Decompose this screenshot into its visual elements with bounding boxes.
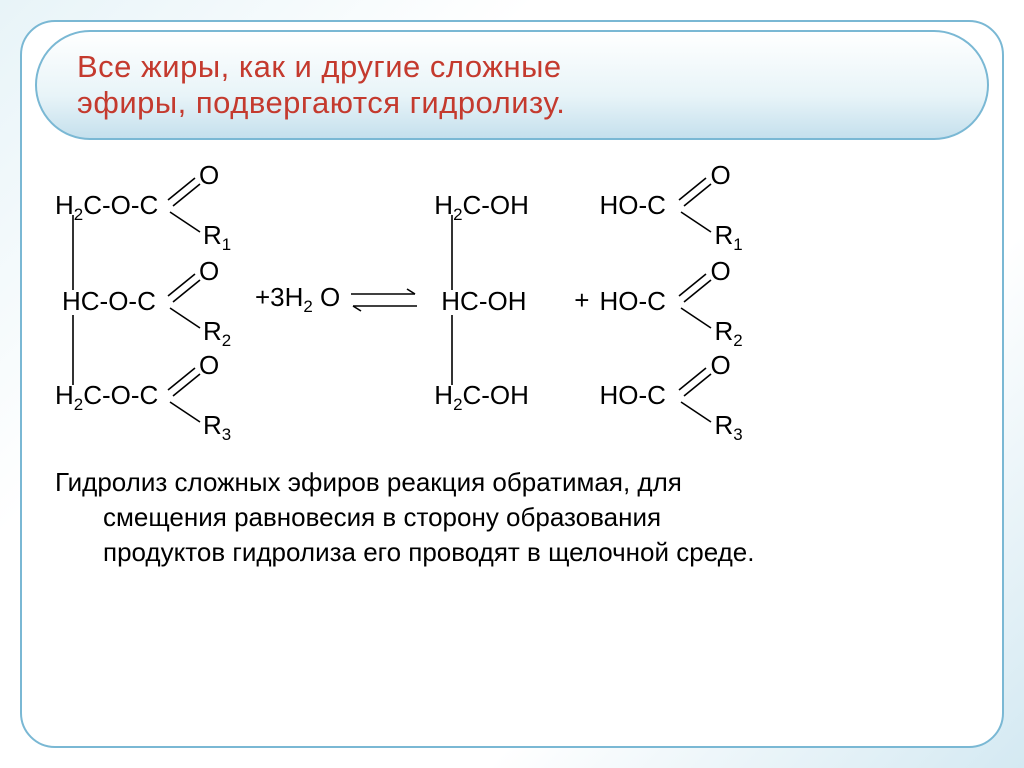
caption-text: Гидролиз сложных эфиров реакция обратима… — [55, 465, 969, 570]
ac-r1: R1 — [714, 220, 742, 255]
ac-o2: O — [710, 256, 730, 287]
water-term: +3H2 O — [255, 282, 340, 317]
equilibrium-arrows-icon — [349, 288, 419, 312]
fatty-acids: O HO-C R1 O HO-C R2 O HO-C R3 — [599, 160, 749, 440]
tg-o3: O — [199, 350, 219, 381]
ac-c3: HO-C — [599, 380, 665, 411]
ac-r3: R3 — [714, 410, 742, 445]
tg-o2: O — [199, 256, 219, 287]
reaction-equation: O H2C-O-C R1 O HC-O-C R2 O H2C-O-C R3 +3… — [55, 160, 969, 440]
ac-c1: HO-C — [599, 190, 665, 221]
caption-line-1: Гидролиз сложных эфиров реакция обратима… — [55, 465, 969, 500]
tg-c2: HC-O-C — [62, 286, 156, 317]
tg-r3: R3 — [203, 410, 231, 445]
plus-sign: + — [574, 285, 589, 316]
gly-c1: H2C-OH — [434, 190, 529, 225]
tg-c3: H2C-O-C — [55, 380, 158, 415]
tg-r2: R2 — [203, 316, 231, 351]
gly-c2: HC-OH — [441, 286, 526, 317]
reaction-operators: +3H2 O — [255, 282, 424, 317]
tg-c1: H2C-O-C — [55, 190, 158, 225]
caption-line-3: продуктов гидролиза его проводят в щелоч… — [55, 535, 969, 570]
tg-r1: R1 — [203, 220, 231, 255]
ac-r2: R2 — [714, 316, 742, 351]
title-line-2: эфиры, подвергаются гидролизу. — [77, 85, 987, 121]
tg-o1: O — [199, 160, 219, 191]
glycerol: H2C-OH HC-OH H2C-OH — [434, 160, 564, 440]
ac-c2: HO-C — [599, 286, 665, 317]
triglyceride: O H2C-O-C R1 O HC-O-C R2 O H2C-O-C R3 — [55, 160, 245, 440]
ac-o1: O — [710, 160, 730, 191]
ac-o3: O — [710, 350, 730, 381]
title-pill: Все жиры, как и другие сложные эфиры, по… — [35, 30, 989, 140]
content-area: O H2C-O-C R1 O HC-O-C R2 O H2C-O-C R3 +3… — [55, 160, 969, 728]
caption-line-2: смещения равновесия в сторону образовани… — [55, 500, 969, 535]
gly-c3: H2C-OH — [434, 380, 529, 415]
title-line-1: Все жиры, как и другие сложные — [77, 49, 987, 85]
